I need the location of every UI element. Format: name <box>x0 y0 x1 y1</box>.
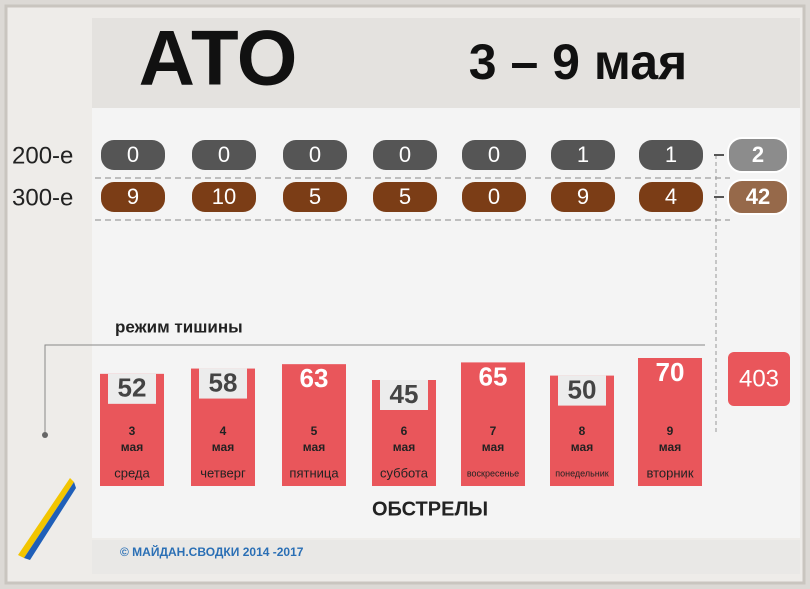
logo <box>18 478 74 558</box>
shelling-total: 403 <box>739 365 779 392</box>
shelling-value: 45 <box>390 379 419 409</box>
day-weekday: среда <box>114 465 150 480</box>
pill <box>373 140 437 170</box>
number-box <box>108 373 156 404</box>
day-date: 7 <box>490 424 497 438</box>
pill <box>373 182 437 212</box>
pill-value: 0 <box>218 142 230 167</box>
pill <box>101 140 165 170</box>
total-box <box>728 352 790 406</box>
day-month: мая <box>571 440 593 454</box>
row-label: 200-е <box>12 142 73 169</box>
pill-value: 4 <box>665 184 677 209</box>
dot <box>42 432 48 438</box>
day-month: мая <box>482 440 504 454</box>
shelling-bar <box>282 364 346 486</box>
total-value: 42 <box>746 184 770 209</box>
day-date: 6 <box>401 424 408 438</box>
day-weekday: понедельник <box>555 468 609 478</box>
day-month: мая <box>393 440 415 454</box>
footer: © МАЙДАН.СВОДКИ 2014 -2017 <box>120 544 304 559</box>
total-pill <box>727 179 789 215</box>
pill-value: 0 <box>309 142 321 167</box>
shelling-value: 50 <box>568 374 597 404</box>
day-date: 4 <box>220 424 227 438</box>
day-date: 8 <box>579 424 586 438</box>
day-month: мая <box>121 440 143 454</box>
day-weekday: пятница <box>289 465 339 480</box>
pill <box>639 182 703 212</box>
day-month: мая <box>659 440 681 454</box>
pill <box>283 182 347 212</box>
header-panel <box>92 18 800 108</box>
period: 3 – 9 мая <box>469 34 687 90</box>
logo <box>24 482 76 560</box>
number-box <box>199 368 247 399</box>
pill-value: 0 <box>399 142 411 167</box>
day-weekday: воскресенье <box>467 468 519 478</box>
ceasefire-line <box>44 344 705 435</box>
day-month: мая <box>212 440 234 454</box>
shelling-value: 63 <box>300 363 329 393</box>
footer-panel <box>92 540 800 574</box>
pill-value: 9 <box>127 184 139 209</box>
shelling-label: ОБСТРЕЛЫ <box>372 498 488 520</box>
day-weekday: суббота <box>380 465 429 480</box>
number-box <box>380 380 428 410</box>
pill <box>551 182 615 212</box>
day-date: 3 <box>129 424 136 438</box>
pill-value: 0 <box>127 142 139 167</box>
pill <box>462 140 526 170</box>
shelling-value: 70 <box>656 357 685 387</box>
day-date: 5 <box>311 424 318 438</box>
day-weekday: четверг <box>200 465 246 480</box>
number-box <box>558 375 606 406</box>
pill-value: 5 <box>399 184 411 209</box>
pill-value: 0 <box>488 184 500 209</box>
pill <box>192 140 256 170</box>
pill-value: 0 <box>488 142 500 167</box>
title: АТО <box>139 14 298 102</box>
day-month: мая <box>303 440 325 454</box>
pill <box>462 182 526 212</box>
shelling-bar <box>461 362 525 486</box>
shelling-value: 65 <box>479 361 508 391</box>
pill <box>101 182 165 212</box>
pill <box>551 140 615 170</box>
shelling-value: 58 <box>209 367 238 397</box>
shelling-bar <box>638 358 702 486</box>
ceasefire-label: режим тишины <box>115 317 243 336</box>
pill-value: 1 <box>665 142 677 167</box>
pill <box>639 140 703 170</box>
day-weekday: вторник <box>646 465 693 480</box>
pill-value: 9 <box>577 184 589 209</box>
pill <box>283 140 347 170</box>
pill-value: 5 <box>309 184 321 209</box>
day-date: 9 <box>667 424 674 438</box>
shelling-value: 52 <box>118 373 147 403</box>
pill-value: 1 <box>577 142 589 167</box>
pill-value: 10 <box>212 184 236 209</box>
total-pill <box>727 137 789 173</box>
total-value: 2 <box>752 142 764 167</box>
pill <box>192 182 256 212</box>
row-label: 300-е <box>12 184 73 211</box>
